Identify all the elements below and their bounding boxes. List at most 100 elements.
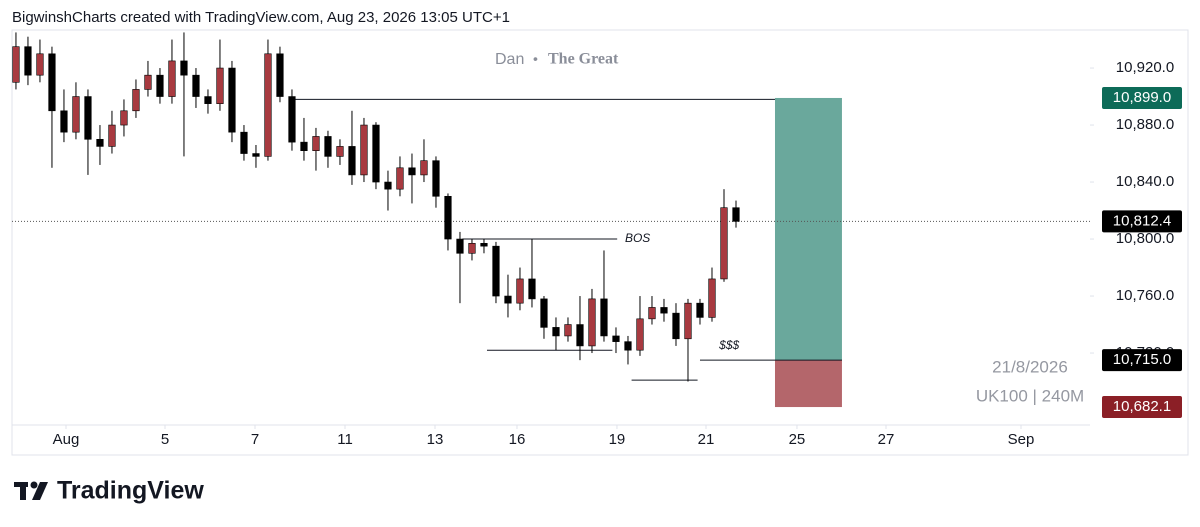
candle-body (312, 136, 320, 151)
candle-body (384, 181, 392, 190)
symbol: UK100 | 240M (976, 386, 1084, 405)
price-label: 10,715.0 (1113, 351, 1171, 368)
price-label-box (1102, 349, 1182, 372)
candle-body (540, 298, 548, 328)
candle-body (180, 60, 188, 76)
watermark: • (533, 51, 538, 67)
candle-body (720, 207, 728, 280)
logo-mark (32, 482, 48, 500)
candle-body (84, 96, 92, 140)
candle-body (552, 327, 560, 337)
logo-mark (30, 481, 38, 489)
x-tick-label: 11 (337, 431, 353, 448)
logo (14, 481, 48, 500)
candle-body (480, 243, 488, 247)
candle-body (156, 74, 164, 97)
annotation: BOS (625, 231, 650, 245)
y-tick-label: 10,920.0 (1116, 59, 1174, 76)
candle-body (528, 278, 536, 300)
candle-body (348, 146, 356, 176)
x-tick-label: 13 (427, 431, 444, 448)
candle-body (108, 124, 116, 147)
candle-body (24, 46, 32, 76)
candle-body (600, 298, 608, 337)
candle-body (264, 53, 272, 157)
candle-body (276, 53, 284, 97)
y-tick-label: 10,880.0 (1116, 116, 1174, 133)
candle-body (360, 124, 368, 176)
annotation: $$$ (718, 338, 739, 352)
symbol-date: 21/8/2026 (992, 357, 1068, 376)
candle-body (12, 46, 20, 83)
candle-body (288, 96, 296, 143)
candle-body (576, 324, 584, 347)
candle-body (60, 110, 68, 133)
x-tick-label: Sep (1008, 431, 1035, 448)
candle-body (408, 167, 416, 176)
candle-body (588, 298, 596, 347)
candle-body (336, 146, 344, 157)
candle-body (444, 195, 452, 240)
candle-body (420, 160, 428, 176)
candle-body (204, 96, 212, 104)
price-label-box (1102, 396, 1182, 419)
candle-body (672, 312, 680, 340)
x-tick-label: 19 (609, 431, 626, 448)
candle-body (504, 295, 512, 304)
x-tick-label: Aug (53, 431, 80, 448)
candle-body (48, 53, 56, 112)
candle-body (708, 278, 716, 318)
candle-body (456, 238, 464, 254)
price-label-box (1102, 210, 1182, 233)
y-tick-label: 10,840.0 (1116, 173, 1174, 190)
candle-body (684, 302, 692, 340)
header: BigwinshCharts created with TradingView.… (12, 9, 510, 26)
candle-body (192, 74, 200, 97)
loss-zone (774, 360, 842, 408)
price-label-box (1102, 86, 1182, 109)
candle-body (432, 160, 440, 197)
candle-body (228, 67, 236, 133)
candle-body (96, 138, 104, 147)
candle-body (648, 307, 656, 320)
candle-body (132, 89, 140, 112)
watermark: The Great (548, 51, 619, 68)
candle-body (324, 136, 332, 157)
candle-body (144, 74, 152, 90)
x-tick-label: 21 (698, 431, 715, 448)
x-tick-label: 7 (251, 431, 259, 448)
candle-body (240, 131, 248, 154)
x-tick-label: 27 (878, 431, 895, 448)
candle-body (696, 302, 704, 318)
candle-body (216, 67, 224, 104)
candle-body (252, 153, 260, 157)
chart-frame (11, 29, 1189, 456)
logo-mark (20, 482, 26, 500)
candle-body (300, 141, 308, 151)
price-label: 10,812.4 (1113, 212, 1171, 229)
candle-body (564, 324, 572, 337)
candle-body (468, 243, 476, 254)
candle-body (396, 167, 404, 190)
candle-body (624, 341, 632, 351)
candle-body (516, 278, 524, 304)
candle-body (120, 110, 128, 126)
candle-body (636, 318, 644, 351)
y-tick-label: 10,760.0 (1116, 287, 1174, 304)
profit-zone (774, 97, 842, 361)
price-label: 10,899.0 (1113, 89, 1171, 106)
candle-body (72, 96, 80, 133)
candle-body (612, 335, 620, 342)
candle-body (492, 245, 500, 297)
brand: TradingView (57, 477, 204, 505)
candle-body (372, 124, 380, 183)
candle-body (732, 207, 740, 222)
candle-body (36, 53, 44, 76)
x-tick-label: 5 (161, 431, 169, 448)
watermark: Dan (495, 51, 524, 68)
candle-body (660, 307, 668, 314)
x-tick-label: 16 (509, 431, 526, 448)
price-label: 10,682.1 (1113, 398, 1171, 415)
